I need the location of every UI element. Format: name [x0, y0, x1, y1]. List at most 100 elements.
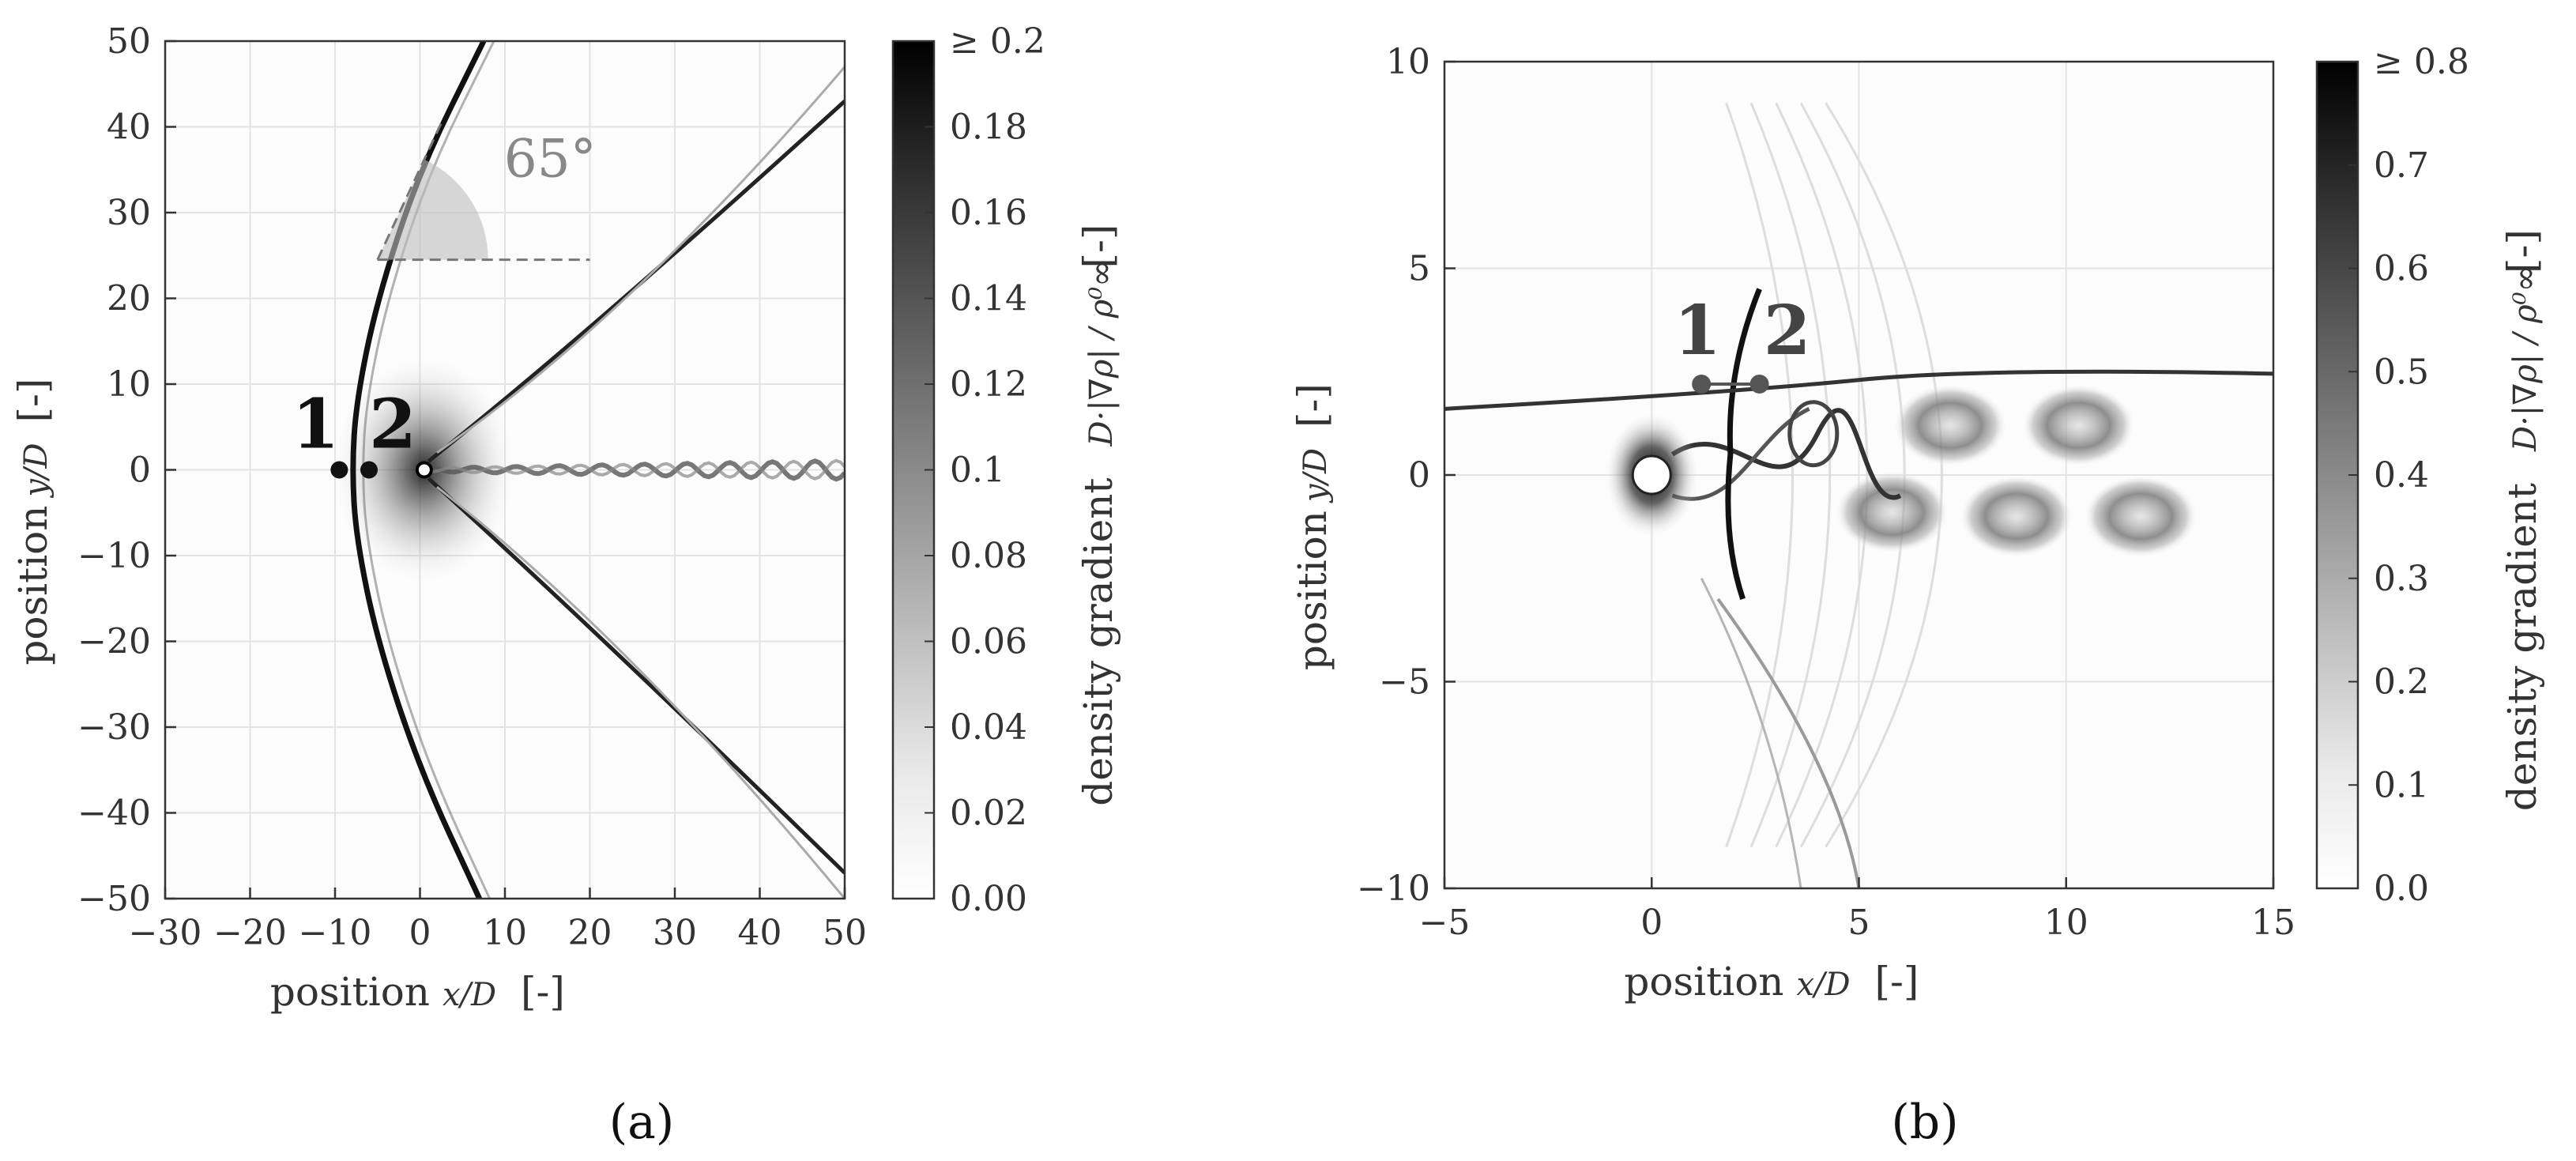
panel-a-colorbar-tick-label: 0.12 [950, 364, 1027, 405]
panel-b-caption: (b) [1891, 1095, 1958, 1150]
panel-a-angle-wedge [377, 159, 488, 260]
panel-b-acoustic-wave [1749, 102, 1832, 848]
panel-b-acoustic-wave [1825, 102, 1943, 848]
panel-b-xlabel-text: position [1624, 959, 1783, 1005]
panel-b-near-vortex [1787, 400, 1840, 468]
panel-a-ytick-label: −10 [77, 536, 151, 576]
panel-a-point-2 [360, 461, 378, 479]
panel-a-ytick-label: 40 [107, 107, 151, 148]
panel-b-ylabel-math: y/D [1297, 448, 1334, 503]
panel-b-vortex [1892, 384, 2007, 467]
panel-b-interface-line [1444, 369, 2273, 411]
panel-b-flow-field [1444, 102, 2273, 888]
panel-b-ytick-label: −5 [1379, 662, 1430, 703]
panel-a-angle-label: 65° [504, 129, 597, 190]
panel-a-xlabel-math: x/D [443, 977, 496, 1013]
panel-a-colorbar-tick-label: 0.1 [950, 450, 1005, 491]
panel-a-ylabel-text: position [10, 506, 56, 665]
panel-a-colorbar-label-math: D·|∇ρ| / ρ⁰∞ [1083, 261, 1120, 447]
panel-a-colorbar-tick-label: 0.16 [950, 193, 1027, 233]
panel-b-yaxis-label: position y/D [-] [1290, 383, 1335, 670]
panel-b-cylinder [1631, 454, 1672, 496]
panel-a-xtick-label: 10 [483, 913, 527, 953]
panel-a-colorbar-label-unit: [-] [1075, 224, 1121, 269]
panel-b-point-label-2: 2 [1764, 291, 1811, 371]
panel-b-colorbar-tick-label: ≥ 0.8 [2374, 42, 2469, 82]
panel-b-shock [1725, 288, 1762, 601]
panel-b-colorbar-tick-label: 0.6 [2374, 249, 2429, 289]
panel-a-xtick-label: 30 [653, 913, 697, 953]
panel-a-ytick-label: −50 [77, 879, 151, 919]
panel-a-trailing-wave-lower [436, 486, 845, 899]
panel-a-ytick-label: −40 [77, 793, 151, 834]
panel-b-ytick-label: −10 [1357, 869, 1430, 909]
panel-b-vortex [1959, 475, 2073, 558]
panel-a-ytick-label: −30 [77, 707, 151, 748]
panel-b-colorbar-label: density gradient D·|∇ρ| / ρ⁰∞[-] [2499, 229, 2545, 811]
panel-a-colorbar-tick-label: 0.06 [950, 622, 1027, 662]
panel-a-colorbar-label: density gradient D·|∇ρ| / ρ⁰∞[-] [1075, 224, 1121, 806]
panel-a-trailing-wave-upper [436, 66, 845, 454]
panel-b-colorbar-tick-label: 0.1 [2374, 765, 2429, 805]
panel-b-colorbar-tick-label: 0.4 [2374, 455, 2429, 496]
panel-b-colorbar-tick-label: 0.5 [2374, 352, 2429, 392]
panel-b-colorbar-tick-label: 0.3 [2374, 559, 2429, 599]
panel-b-colorbar-tick-label: 0.7 [2374, 145, 2429, 186]
panel-b-xlabel-math: x/D [1796, 967, 1850, 1003]
panel-a-ytick-label: 20 [107, 279, 151, 319]
panel-b-xtick-label: −5 [1419, 903, 1471, 943]
panel-b-colorbar-tick-label: 0.2 [2374, 662, 2429, 703]
panel-a-ytick-label: 50 [107, 21, 151, 62]
panel-b-vortex [2021, 384, 2136, 467]
panel-a-ytick-label: 30 [107, 193, 151, 233]
panel-a-point-label-1: 1 [292, 385, 339, 465]
panel-a-wake-secondary [420, 458, 845, 481]
panel-b-xtick-label: 5 [1848, 903, 1870, 943]
panel-b-lower-wave-2 [1700, 578, 1802, 888]
panel-b-colorbar-label-text: density gradient [2499, 483, 2545, 811]
panel-b-colorbar-tick-label: 0.0 [2374, 869, 2429, 909]
panel-a-ytick-label: −20 [77, 622, 151, 662]
panel-b-ylabel-text: position [1290, 511, 1335, 670]
panel-a-flow-field [329, 41, 845, 899]
panel-a-xlabel-text: position [270, 969, 430, 1015]
panel-a-point-label-2: 2 [369, 385, 416, 465]
panel-a-cylinder [415, 461, 433, 479]
panel-b-xtick-label: 0 [1640, 903, 1663, 943]
panel-a-colorbar-tick-label: 0.04 [950, 707, 1027, 748]
panel-a-trailing-shock-lower [427, 477, 845, 875]
panel-a-xtick-label: −10 [299, 913, 372, 953]
panel-a-colorbar-tick-label: 0.00 [950, 879, 1027, 919]
panel-b-colorbar-label-unit: [-] [2499, 229, 2545, 273]
panel-b-vortex [1835, 471, 1949, 554]
panel-a: 65° −30 −20 −10 0 10 20 30 40 50 50 40 30 20 10 0 −10 −20… [10, 21, 1121, 1150]
panel-a-ytick-label: 10 [107, 364, 151, 405]
panel-a-xtick-label: 50 [823, 913, 867, 953]
panel-a-xtick-label: 40 [738, 913, 782, 953]
panel-a-colorbar-tick-label: 0.08 [950, 536, 1027, 576]
panel-a-ylabel-math: y/D [18, 443, 55, 498]
panel-a-colorbar-tick-label: 0.18 [950, 107, 1027, 148]
panel-b-point-2 [1749, 374, 1769, 394]
panel-a-ylabel-unit: [-] [10, 379, 56, 423]
panel-a-xlabel-unit: [-] [521, 969, 565, 1015]
panel-a-trailing-shock-upper [427, 100, 845, 463]
panel-b-colorbar-label-math: D·|∇ρ| / ρ⁰∞ [2507, 266, 2544, 452]
panel-a-xtick-label: 20 [568, 913, 612, 953]
panel-a-xaxis-label: position x/D [-] [270, 969, 565, 1015]
panel-a-angle-shock-line [376, 119, 444, 261]
panel-b-ytick-label: 10 [1386, 42, 1430, 82]
panel-b-ytick-label: 0 [1408, 455, 1430, 496]
panel-a-colorbar-tick-label: 0.02 [950, 793, 1027, 834]
panel-a-colorbar-label-text: density gradient [1075, 478, 1121, 806]
panel-a-colorbar-tick-label: 0.14 [950, 279, 1027, 319]
panel-b-lower-wave [1716, 597, 1861, 888]
panel-b-acoustic-wave [1775, 102, 1869, 848]
panel-b-acoustic-wave [1725, 102, 1795, 848]
panel-b-ylabel-unit: [-] [1290, 383, 1335, 428]
panel-a-caption: (a) [609, 1095, 675, 1150]
panel-b-point-1 [1692, 374, 1712, 394]
panel-b-shear-layer [1670, 408, 1902, 500]
